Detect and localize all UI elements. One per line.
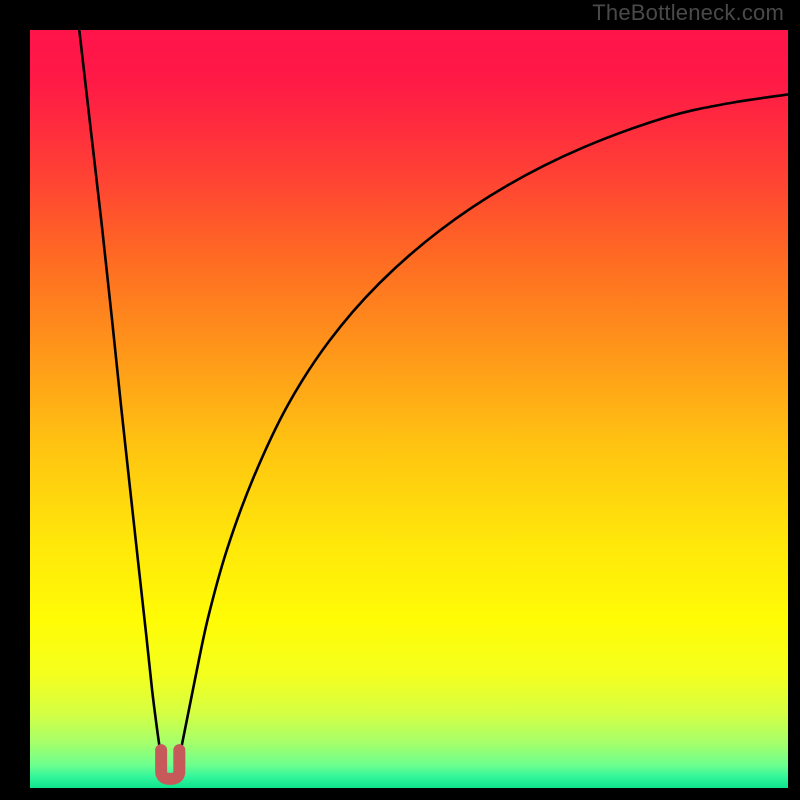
curve-right-branch bbox=[179, 94, 788, 757]
curve-left-branch bbox=[79, 30, 161, 758]
optimum-marker bbox=[161, 750, 179, 779]
bottleneck-curve bbox=[30, 30, 788, 788]
chart-plot-area bbox=[30, 30, 788, 788]
watermark-text: TheBottleneck.com bbox=[592, 0, 784, 26]
